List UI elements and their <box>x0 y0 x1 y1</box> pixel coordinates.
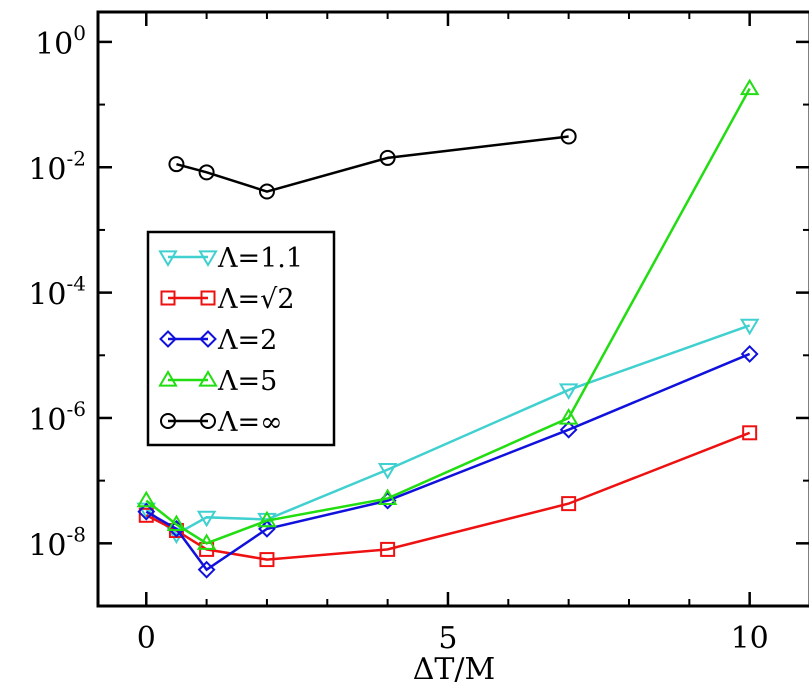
y-tick-label: 10-2 <box>28 146 86 187</box>
data-point <box>380 541 396 557</box>
legend-marker <box>159 330 177 348</box>
legend-label: Λ=√2 <box>217 284 295 315</box>
legend-label: Λ=∞ <box>217 407 283 438</box>
data-point <box>258 183 275 200</box>
x-tick-label: 10 <box>731 621 769 656</box>
data-point <box>560 128 577 145</box>
data-point <box>561 496 577 512</box>
data-point <box>558 407 579 425</box>
series-line <box>145 431 751 561</box>
legend-marker <box>200 413 216 429</box>
plot-frame <box>96 10 809 608</box>
series-layer <box>136 78 760 579</box>
series-2 <box>138 425 758 568</box>
x-tick-label: 5 <box>438 621 457 656</box>
legend-marker <box>198 250 218 267</box>
data-point <box>742 425 758 441</box>
series-line <box>176 135 569 193</box>
legend-item: Λ=5 <box>158 366 277 397</box>
legend-marker <box>158 370 178 387</box>
y-tick-label: 10-4 <box>28 272 86 313</box>
legend-item: Λ=1.1 <box>158 243 303 274</box>
series-line <box>145 87 751 545</box>
legend-marker <box>160 413 176 429</box>
data-point <box>377 488 398 506</box>
data-point <box>196 533 217 550</box>
legend-marker <box>198 370 218 387</box>
data-point <box>137 502 156 521</box>
data-point <box>197 560 216 579</box>
legend-label: Λ=5 <box>217 366 277 397</box>
x-axis-title: ΔT/M <box>413 652 496 685</box>
data-point <box>259 552 275 568</box>
series-5 <box>168 128 577 200</box>
data-point <box>166 514 187 532</box>
ticks-layer: 0 5 10 10-8 10-6 10-4 10-2 100 <box>28 12 809 656</box>
legend-label: Λ=2 <box>217 325 277 356</box>
data-point <box>558 383 579 400</box>
data-point <box>168 156 185 173</box>
data-point <box>257 510 277 528</box>
legend-marker <box>200 290 216 306</box>
legend-marker <box>199 330 217 348</box>
x-tick-label: 0 <box>137 621 156 656</box>
legend-marker <box>160 290 176 306</box>
legend-item: Λ=√2 <box>160 284 295 315</box>
data-point <box>136 490 157 508</box>
series-4 <box>136 78 760 550</box>
data-point <box>559 420 578 439</box>
legend: Λ=1.1 Λ=√2 Λ=2 Λ=5 Λ=∞ <box>158 243 303 438</box>
legend-item: Λ=∞ <box>160 407 283 438</box>
legend-marker <box>158 250 178 267</box>
series-line <box>145 352 751 572</box>
y-tick-label: 100 <box>35 21 86 62</box>
data-point <box>377 463 398 480</box>
data-point <box>739 78 760 96</box>
y-tick-label: 10-8 <box>28 522 86 563</box>
y-tick-label: 10-6 <box>28 397 86 438</box>
legend-item: Λ=2 <box>159 325 277 356</box>
data-point <box>379 149 396 166</box>
data-point <box>196 510 217 528</box>
data-point <box>740 345 759 363</box>
legend-label: Λ=1.1 <box>217 243 303 274</box>
data-point <box>198 164 215 181</box>
data-point <box>739 318 760 336</box>
